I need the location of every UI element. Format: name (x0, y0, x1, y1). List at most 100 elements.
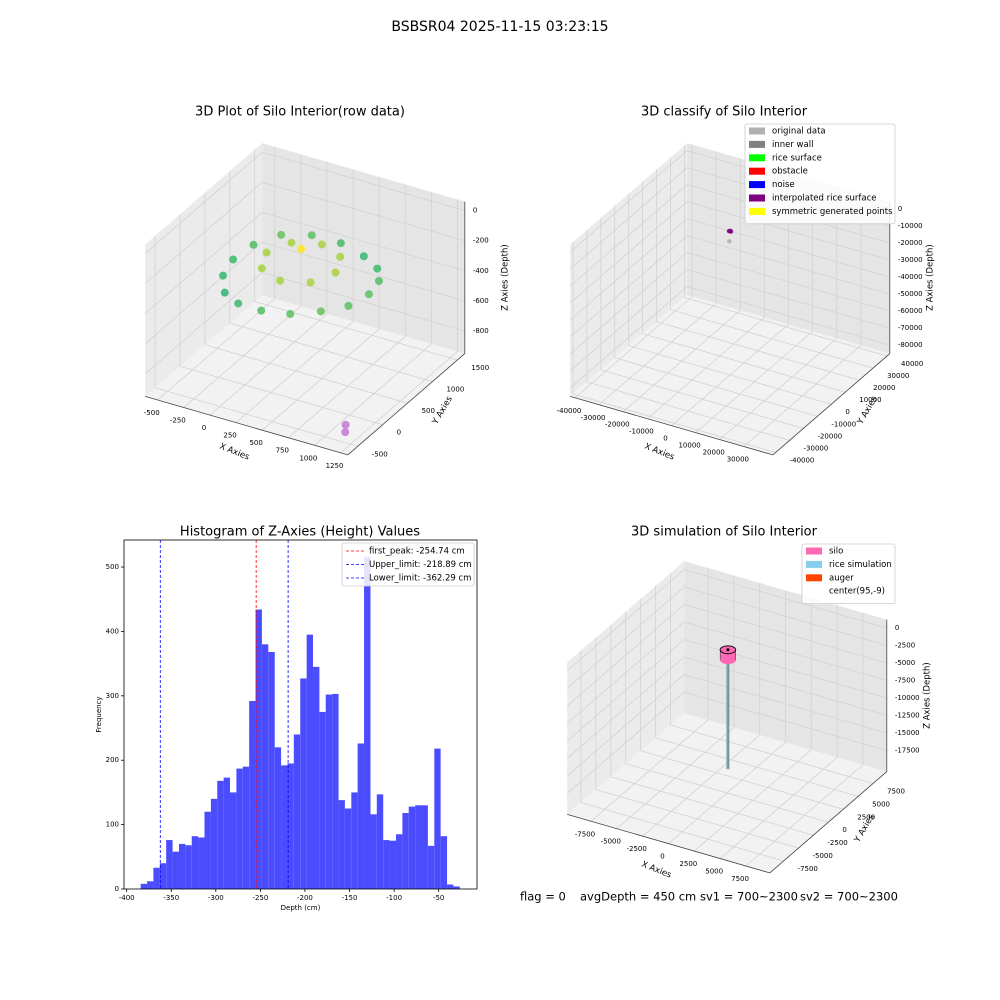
x-tick-label: -200 (297, 894, 313, 902)
x-tick-label: -5000 (601, 838, 621, 846)
y-axis-label: Frequency (95, 696, 103, 732)
x-tick-label: 250 (223, 432, 236, 440)
x-tick-label: 2500 (679, 860, 697, 868)
legend-swatch (749, 167, 765, 175)
y-tick-label: -500 (372, 450, 388, 458)
legend-label: rice surface (772, 153, 822, 163)
legend-swatch (749, 207, 765, 215)
z-tick-label: -70000 (898, 324, 923, 332)
grid-line (684, 674, 887, 734)
legend-box (341, 542, 475, 587)
grid-line (595, 789, 799, 849)
grid-line (687, 201, 890, 261)
y-tick-label: 1000 (446, 386, 464, 394)
x-tick-label: -150 (342, 894, 358, 902)
grid-line (569, 184, 688, 287)
x-tick-label: -250 (170, 417, 186, 425)
bar (217, 780, 224, 889)
legend-swatch (749, 127, 765, 135)
status-text: sv1 = 700~2300 (700, 890, 798, 904)
legend-swatch (806, 547, 822, 555)
y-tick-label: 40000 (901, 360, 923, 368)
x-tick-label: 20000 (703, 449, 725, 457)
bar (357, 743, 365, 889)
grid-line (566, 656, 685, 759)
bar (383, 840, 390, 889)
y-tick-label: -20000 (817, 432, 842, 440)
point (257, 264, 266, 273)
legend-box (801, 543, 896, 604)
point (297, 245, 306, 254)
pane-floor (145, 295, 465, 455)
legend-swatch (749, 154, 765, 162)
point (219, 271, 228, 280)
z-tick-label: -15000 (895, 729, 920, 737)
bar (236, 768, 243, 889)
point (286, 309, 295, 318)
legend-label: Lower_limit: -362.29 cm (369, 574, 471, 584)
bar (204, 811, 211, 889)
grid-line (684, 639, 887, 699)
x-tick-label: 1250 (326, 462, 344, 470)
z-tick-label: -800 (473, 327, 489, 335)
grid-line (655, 737, 859, 797)
bar (344, 808, 352, 889)
x-tick-label: -40000 (557, 407, 582, 415)
bar (421, 805, 428, 889)
y-tick-label: 300 (106, 692, 119, 700)
legend-swatch (749, 194, 765, 202)
bar (434, 748, 441, 889)
y-tick-label: 0 (397, 429, 401, 437)
x-tick-label: -2500 (626, 845, 646, 853)
bar (261, 644, 269, 889)
bar (153, 867, 160, 889)
y-tick-label: 400 (106, 627, 119, 635)
legend-label: inner wall (772, 140, 813, 150)
bar (453, 886, 460, 889)
grid-line (569, 167, 688, 270)
point (373, 264, 382, 273)
legend-label: interpolated rice surface (772, 194, 877, 204)
z-tick-label: -40000 (898, 273, 923, 281)
grid-line (684, 586, 887, 646)
point (257, 306, 266, 315)
bar (268, 652, 275, 889)
point (344, 301, 353, 310)
bar (281, 765, 288, 889)
grid-line (600, 369, 804, 429)
x-tick-label: -10000 (629, 428, 654, 436)
rice-simulation (726, 659, 730, 770)
chart-title: 3D Plot of Silo Interior(row data) (195, 105, 405, 120)
grid-line (670, 309, 874, 369)
z-axis-label: Z Axies (Depth) (500, 244, 510, 311)
legend-label: rice simulation (829, 560, 892, 570)
bar (147, 881, 154, 889)
y-tick-label: -5000 (812, 852, 832, 860)
grid-line (566, 674, 685, 777)
y-tick-label: 30000 (887, 372, 909, 380)
bar (185, 845, 192, 889)
z-tick-label: -60000 (898, 307, 923, 315)
grid-line (684, 621, 887, 681)
grid-line (569, 286, 688, 389)
grid-line (569, 235, 688, 338)
grid-line (261, 328, 380, 431)
grid-line (625, 763, 829, 823)
bar (415, 805, 422, 889)
grid-line (628, 345, 832, 405)
point (277, 230, 286, 239)
grid-line (209, 313, 328, 416)
grid-line (566, 621, 685, 724)
point (336, 252, 345, 261)
x-tick-label: -500 (144, 409, 160, 417)
z-tick-label: -20000 (898, 239, 923, 247)
grid-line (569, 252, 688, 355)
z-tick-label: -30000 (898, 256, 923, 264)
z-tick-label: -200 (473, 237, 489, 245)
bar (427, 845, 435, 889)
pane-wall (145, 143, 263, 397)
grid-line (566, 569, 685, 672)
z-axis-label: Z Axies (Depth) (922, 662, 932, 729)
